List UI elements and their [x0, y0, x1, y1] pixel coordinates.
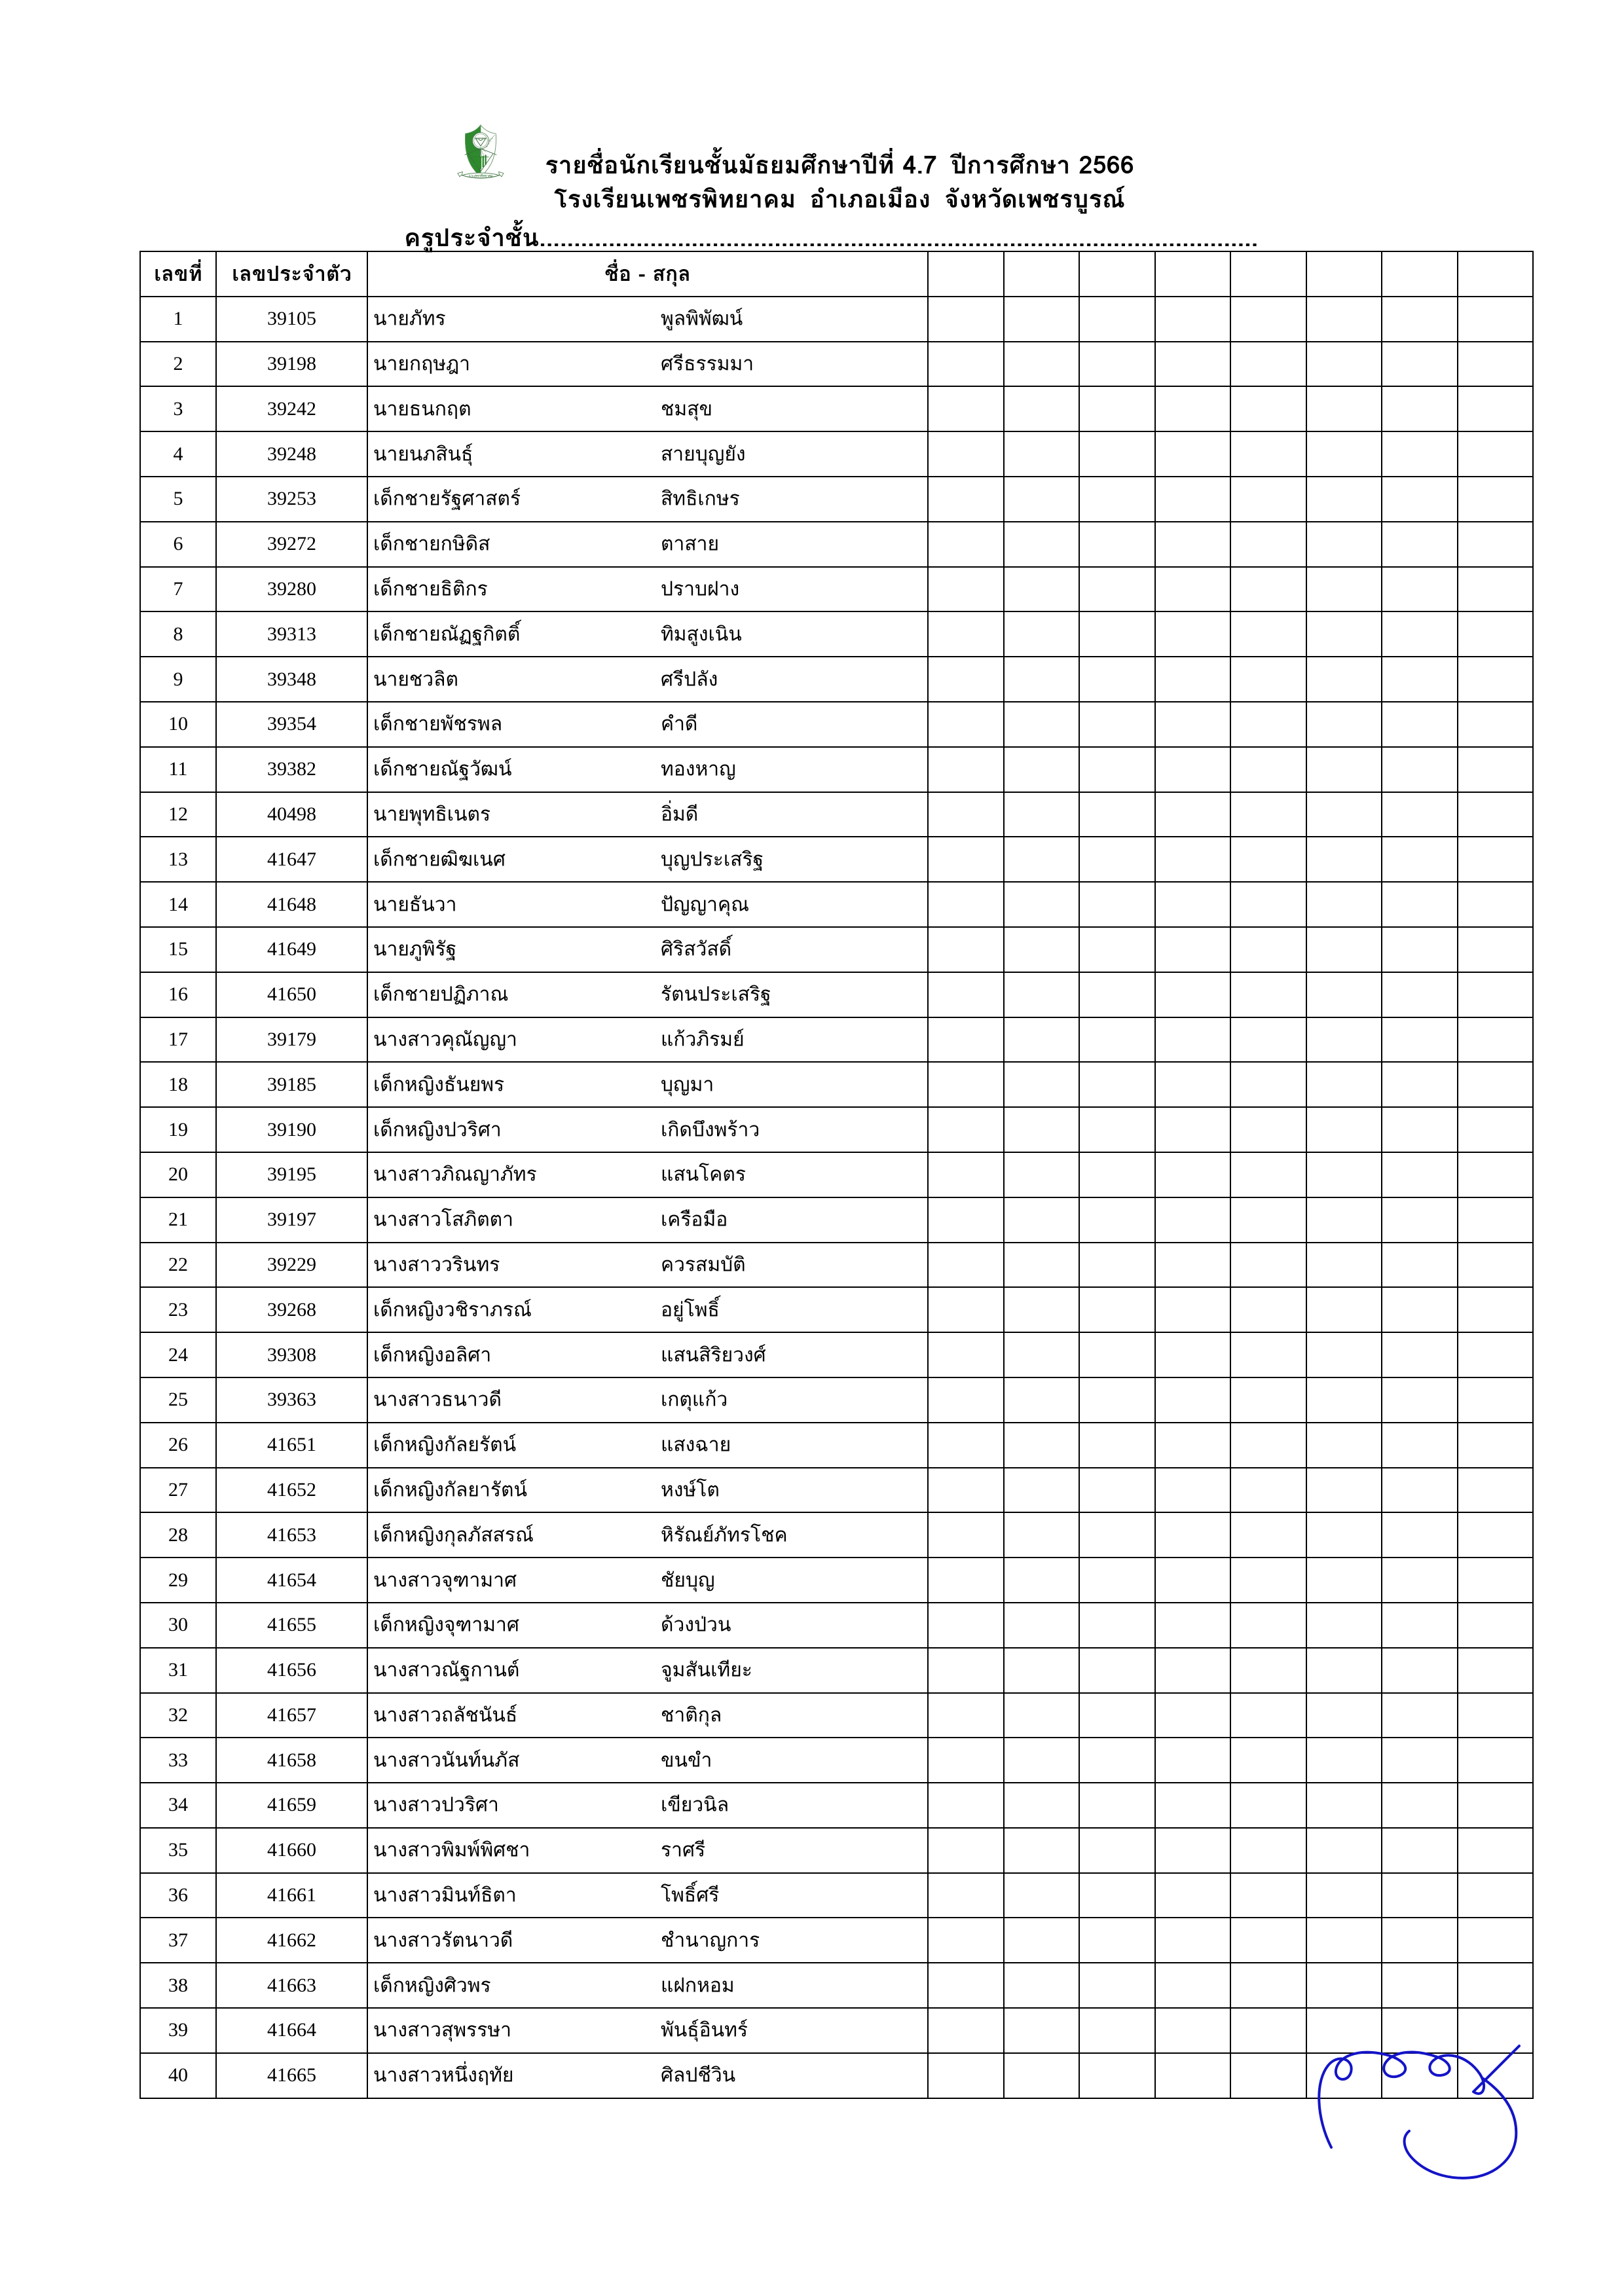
svg-text:ร.ร.เพชรพิทยาคม: ร.ร.เพชรพิทยาคม — [469, 173, 492, 178]
